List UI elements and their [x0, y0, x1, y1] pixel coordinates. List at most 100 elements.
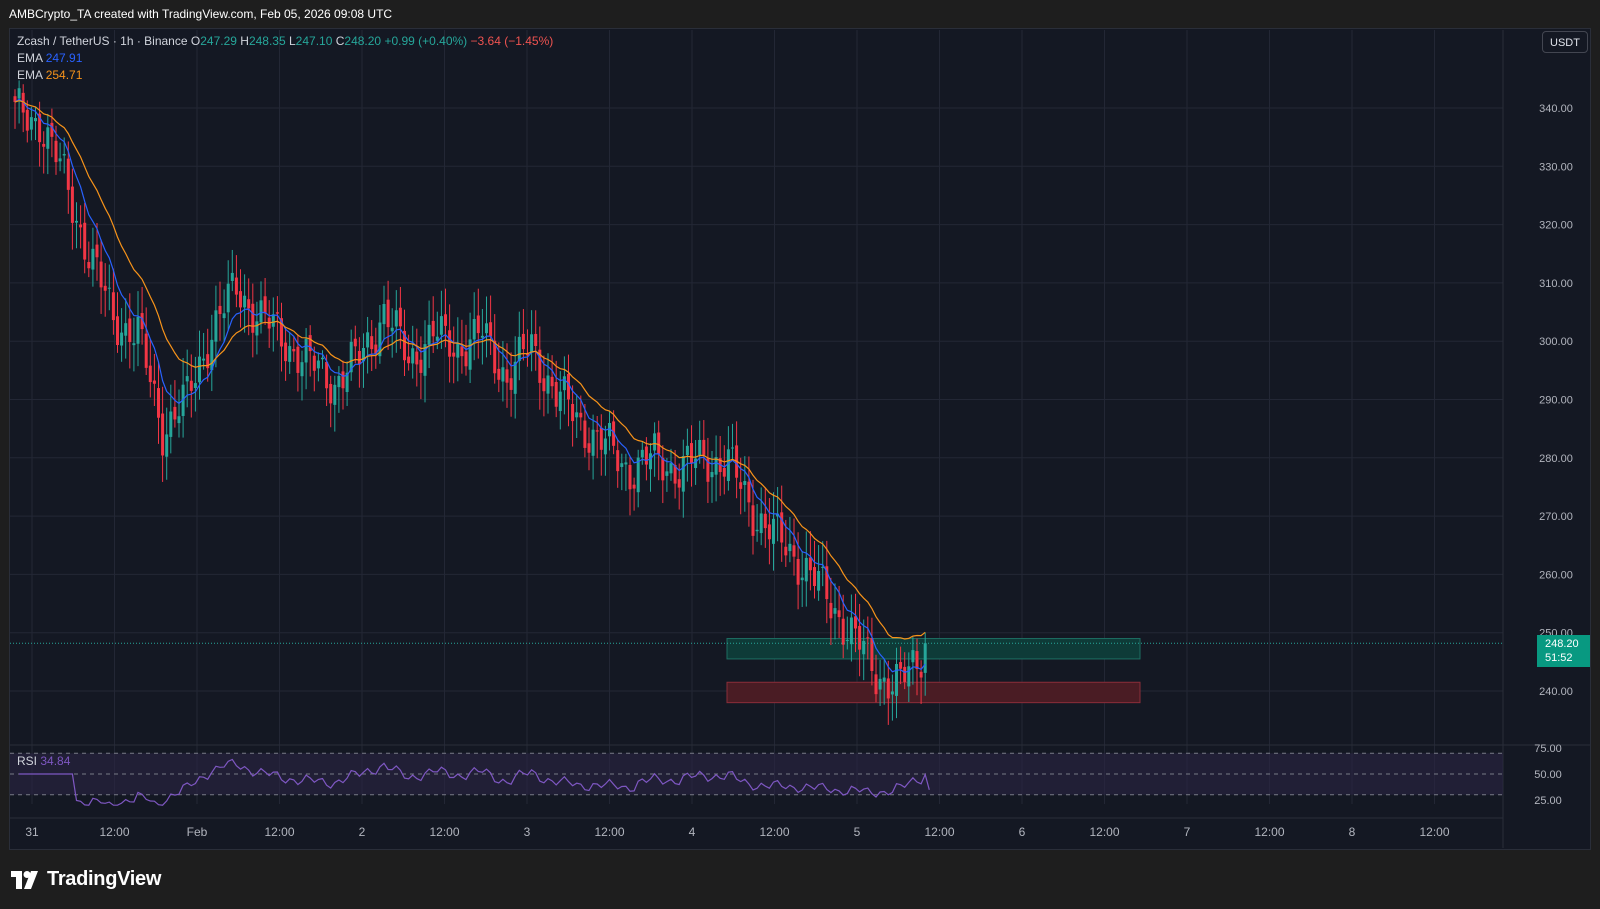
candle-body: [173, 406, 177, 420]
open-key: O: [190, 34, 201, 48]
candle-body: [349, 341, 353, 373]
candle-body: [353, 338, 357, 347]
candle-body: [271, 314, 275, 327]
candle-body: [140, 313, 144, 330]
candle-body: [731, 447, 734, 449]
candle-body: [890, 691, 894, 695]
candle-body: [632, 484, 636, 489]
candle-body: [587, 443, 591, 453]
candle-body: [878, 678, 882, 690]
currency-button[interactable]: USDT: [1542, 31, 1588, 53]
candle-body: [177, 416, 181, 424]
candle-body: [70, 186, 74, 223]
candle-body: [439, 316, 443, 335]
candle-body: [821, 566, 825, 568]
time-axis-label: 8: [1349, 825, 1356, 839]
change2-value: −3.64 (−1.45%): [470, 34, 554, 48]
ema-slow-legend[interactable]: EMA 254.71: [17, 68, 82, 82]
close-key: C: [335, 34, 345, 48]
candle-body: [259, 300, 263, 323]
candle-body: [120, 332, 124, 346]
candle-body: [603, 438, 607, 455]
candle-body: [38, 113, 42, 143]
candle-body: [690, 443, 693, 464]
candle-body: [148, 365, 152, 383]
candle-body: [419, 359, 423, 373]
candle-body: [58, 158, 62, 162]
tradingview-logo[interactable]: TradingView: [11, 868, 161, 891]
ema-slow-label: EMA: [17, 68, 43, 82]
candle-body: [247, 299, 251, 309]
candle-body: [25, 109, 29, 131]
candle-body: [534, 333, 538, 347]
candle-body: [42, 143, 46, 147]
candle-body: [144, 333, 148, 368]
candle-body: [874, 674, 878, 695]
candle-body: [845, 640, 849, 642]
candle-body: [411, 348, 415, 364]
price-axis-label: 330.00: [1539, 161, 1573, 173]
candle-body: [239, 291, 242, 308]
candle-body: [763, 513, 767, 529]
candle-body: [722, 467, 726, 477]
low-key: L: [288, 34, 296, 48]
time-axis-label: 4: [689, 825, 696, 839]
candle-body: [767, 524, 771, 540]
candle-body: [13, 96, 17, 103]
candle-body: [382, 304, 386, 325]
candle-body: [595, 430, 599, 432]
candle-body: [280, 318, 283, 347]
price-chart[interactable]: 340.00 330.00 320.00 310.00 300.00 290.00 280.…: [0, 0, 1600, 850]
time-axis-label: 12:00: [1419, 825, 1449, 839]
rsi-axis-label: 25.00: [1534, 795, 1562, 807]
candle-body: [591, 429, 595, 456]
candle-body: [472, 319, 476, 340]
candle-body: [316, 360, 320, 369]
rsi-legend[interactable]: RSI 34.84: [17, 754, 70, 768]
ema-fast-legend[interactable]: EMA 247.91: [17, 51, 82, 65]
candle-body: [714, 457, 718, 475]
price-axis-label: 280.00: [1539, 453, 1573, 465]
candle-body: [87, 262, 91, 269]
candle-body: [579, 412, 583, 418]
candle-body: [817, 570, 821, 591]
candle-body: [46, 127, 50, 149]
candle-body: [386, 299, 390, 328]
candle-body: [394, 310, 398, 327]
candle-body: [854, 616, 857, 629]
low-value: 247.10: [295, 34, 333, 48]
candle-body: [833, 608, 837, 614]
ema-slow-line: [14, 100, 926, 640]
candle-body: [304, 338, 308, 363]
candle-body: [189, 380, 193, 391]
candle-body: [95, 244, 99, 258]
candle-body: [124, 323, 128, 336]
candle-body: [99, 261, 103, 288]
candle-body: [157, 388, 160, 418]
candle-body: [899, 662, 903, 669]
candle-body: [681, 456, 685, 492]
time-axis-label: 12:00: [264, 825, 294, 839]
candle-body: [275, 312, 279, 314]
candle-body: [882, 677, 886, 682]
candle-body: [542, 378, 546, 392]
candles-group: [13, 80, 927, 725]
candle-body: [886, 678, 890, 699]
time-axis-label: Feb: [187, 825, 208, 839]
footer-bar: [0, 850, 1600, 909]
candle-body: [288, 346, 292, 362]
candle-body: [849, 617, 853, 645]
candle-body: [923, 643, 927, 673]
candle-body: [185, 376, 189, 382]
candle-body: [804, 557, 808, 582]
candle-body: [34, 118, 37, 122]
candle-body: [546, 375, 550, 394]
candle-body: [726, 449, 730, 482]
ema-fast-label: EMA: [17, 51, 43, 65]
candle-body: [550, 376, 554, 387]
candle-body: [567, 373, 570, 400]
symbol-label[interactable]: Zcash / TetherUS · 1h · Binance: [17, 34, 188, 48]
candle-body: [62, 153, 66, 156]
candle-body: [562, 376, 566, 391]
candle-body: [800, 577, 804, 581]
